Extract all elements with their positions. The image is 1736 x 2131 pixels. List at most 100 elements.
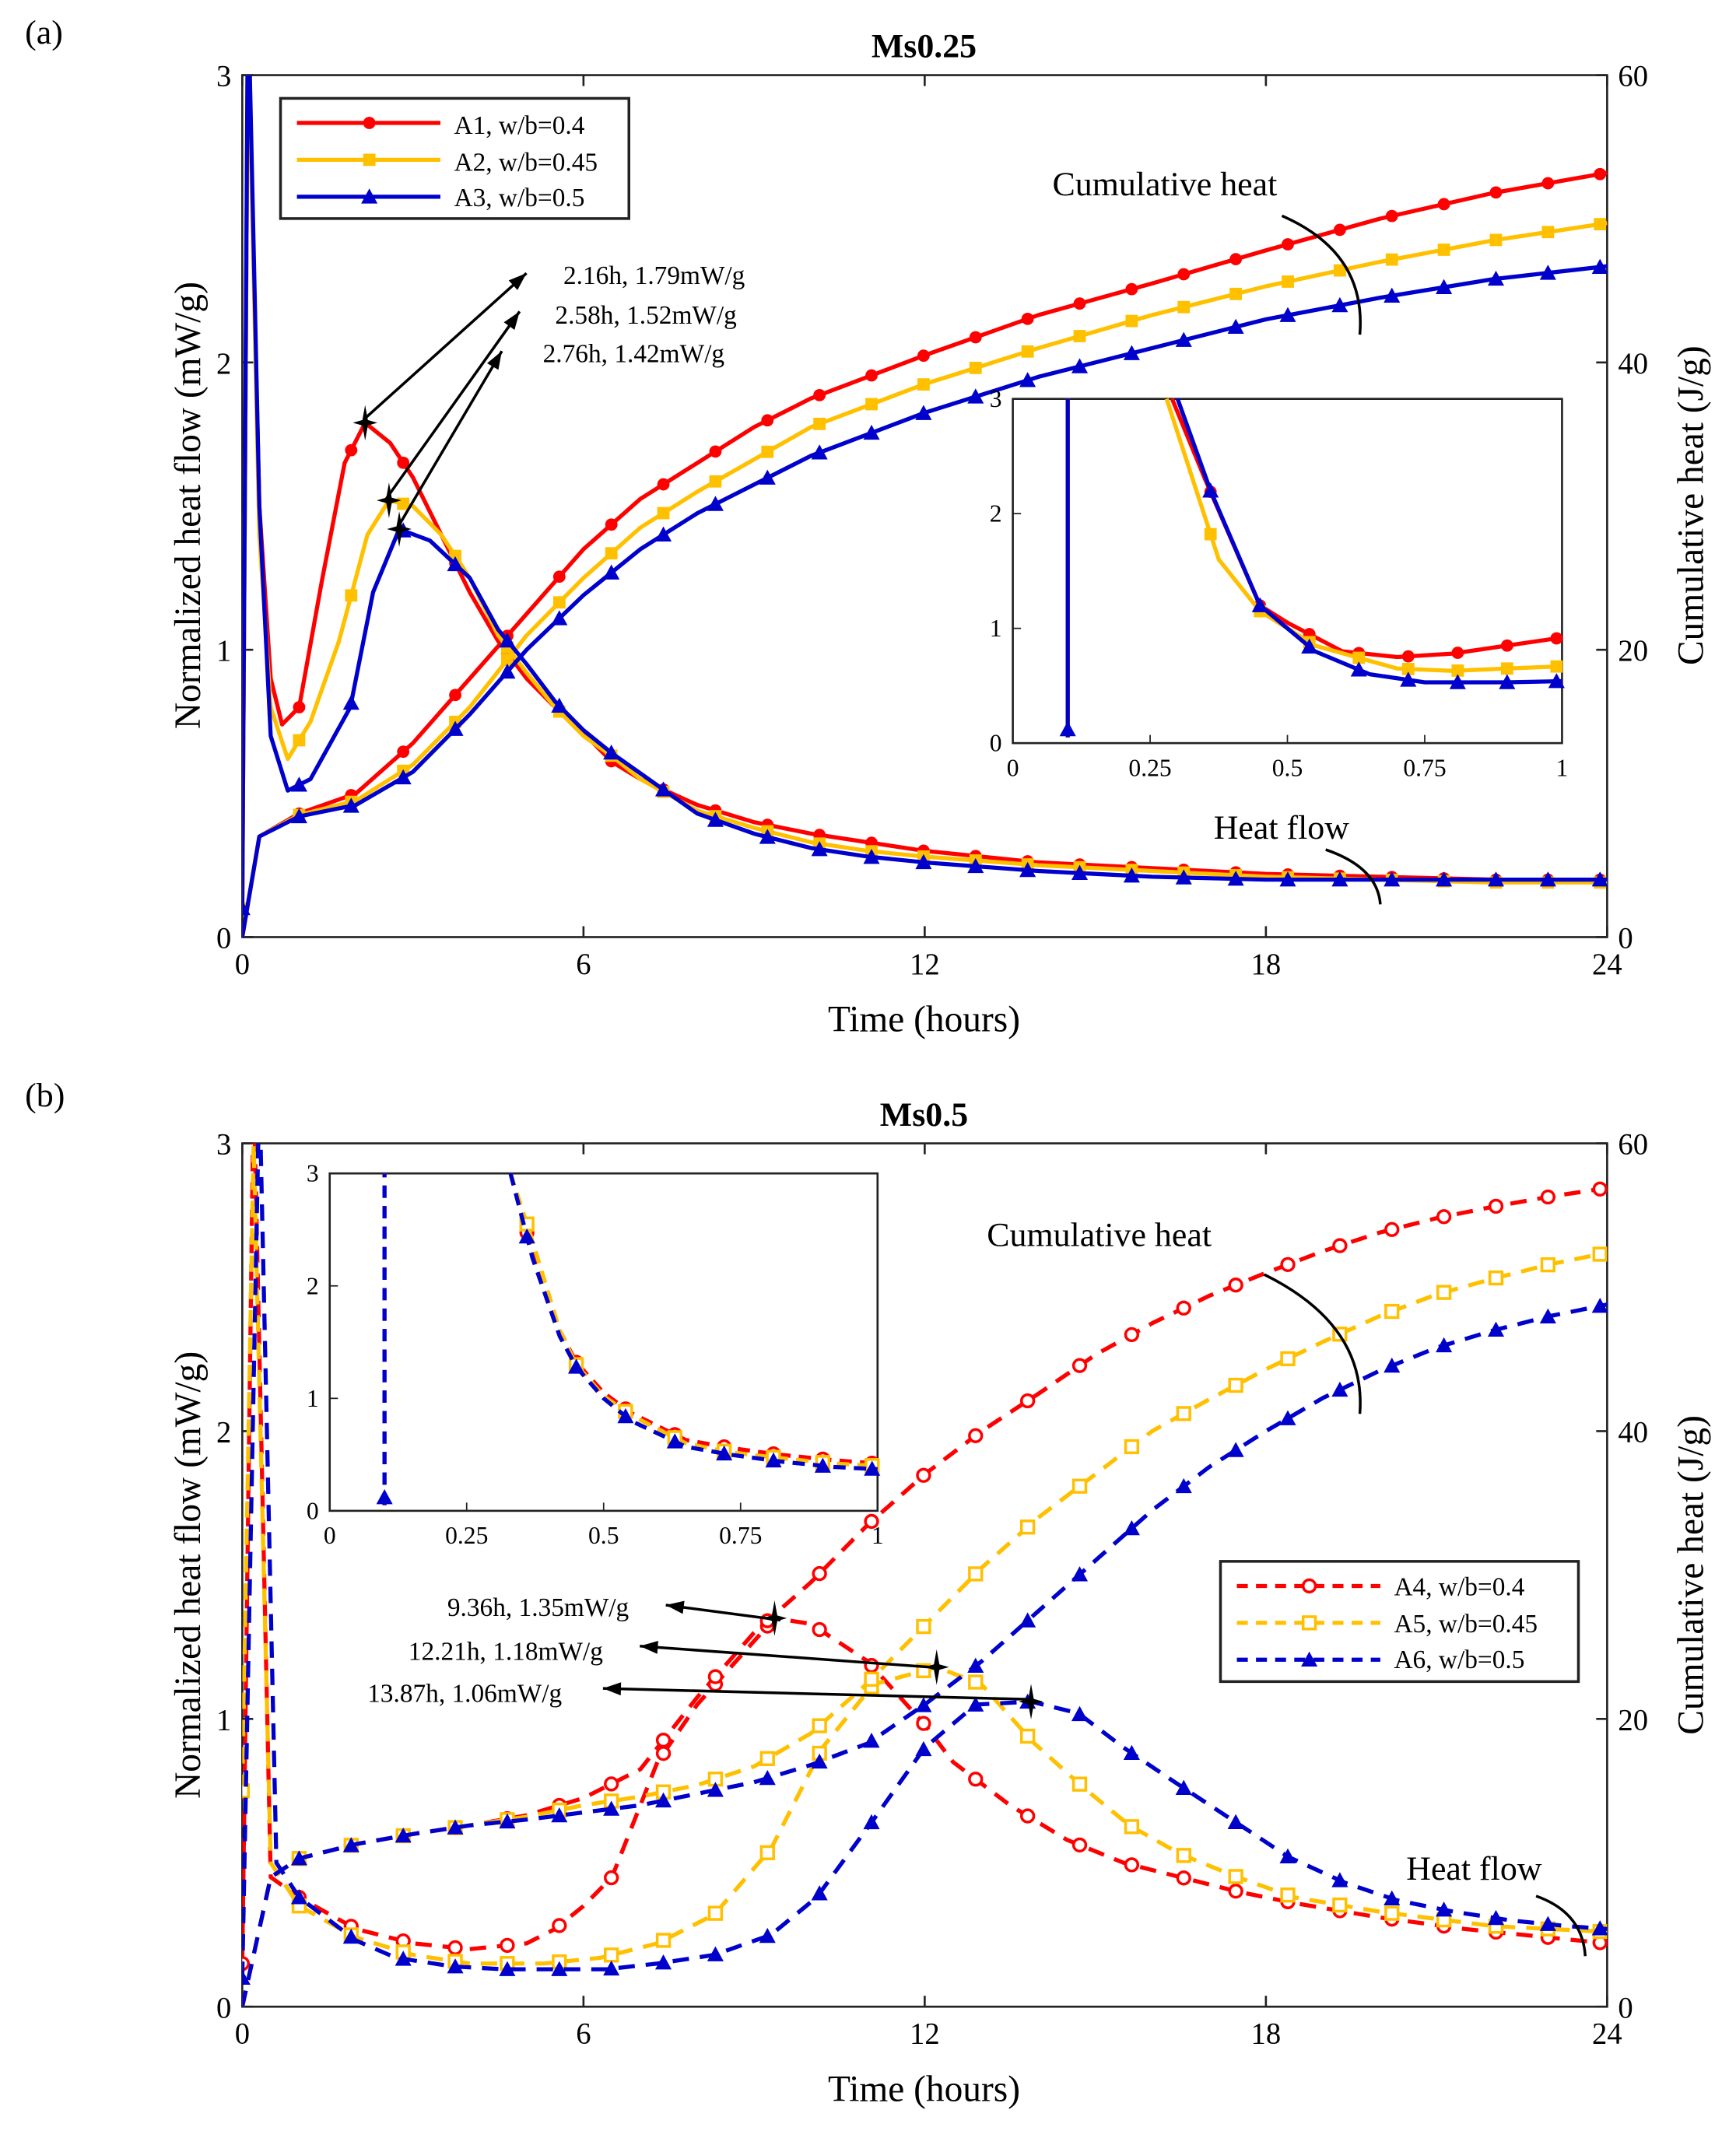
panel-a-peak-label-2: 2.58h, 1.52mW/g [555, 301, 737, 330]
panel-a-series-a1-cumulative-marker [865, 369, 878, 382]
panel-b-series-a4-cumulative-marker [812, 1565, 827, 1582]
panel-a-series-a3-cumulative-marker [811, 444, 828, 460]
panel-a-xtick-label: 24 [1592, 948, 1622, 981]
panel-a-xtick-label: 0 [235, 948, 250, 981]
panel-b-series-a6-heat-flow-marker [1591, 1920, 1608, 1936]
panel-a-series-a3-cumulative-marker [1331, 296, 1348, 313]
panel-b-series-a4-cumulative-marker [916, 1467, 931, 1483]
panel-a-inset-xtick-label: 0.5 [1272, 754, 1303, 781]
panel-b-series-a6-cumulative-marker [1436, 1337, 1453, 1353]
panel-a-series-a3-cumulative-marker [1487, 270, 1505, 286]
panel-b-series-a4-heat-flow-marker [968, 1772, 984, 1787]
panel-a-series-a2-cumulative-marker [917, 378, 930, 391]
panel-b-y2tick-label: 40 [1618, 1417, 1648, 1449]
panel-b-peak-star-3 [1019, 1684, 1043, 1719]
panel-a-series-a3-cumulative-marker [759, 469, 776, 485]
panel-a-series-a2-cumulative-marker [657, 506, 670, 520]
panel-a-series-a1-cumulative-marker [1541, 177, 1555, 190]
panel-b-series-a6-heat-flow-marker [395, 1950, 412, 1966]
panel-a-series-a3-heat-flow-marker [1331, 871, 1348, 887]
panel-a-series-a2-cumulative-marker [1385, 253, 1398, 266]
panel-a-peak-label-3: 2.76h, 1.42mW/g [543, 339, 725, 368]
panel-a-series-a2-cumulative-marker [1229, 287, 1243, 300]
panel-a-heatflow-label: Heat flow [1214, 809, 1350, 846]
panel-b-series-a5-cumulative-marker [1176, 1406, 1191, 1421]
panel-a-series-a1-cumulative-marker [552, 570, 566, 584]
panel-a-series-a1-cumulative-marker [1229, 253, 1243, 265]
panel-b-series-a6-cumulative-marker [342, 1837, 359, 1852]
panel-a-inset-ytick-label: 1 [990, 615, 1002, 642]
panel-b-inset-spike-marker [376, 1488, 393, 1505]
panel-a-series-a1-cumulative-marker [657, 478, 670, 491]
panel-b-series-a6-cumulative-marker [1384, 1357, 1401, 1373]
panel-a-series-a1-cumulative-marker [969, 331, 982, 344]
panel-b-series-a6-heat-flow-marker [1539, 1915, 1556, 1931]
panel-b-ytick-label: 2 [216, 1417, 231, 1449]
panel-b-series-a4-cumulative-marker [1384, 1221, 1400, 1237]
panel-b-series-a4-cumulative-marker [1124, 1327, 1140, 1343]
panel-b-series-a5-cumulative-marker [1124, 1439, 1140, 1455]
panel-b-series-a5-legend-marker [1301, 1615, 1317, 1631]
panel-b-series-a4-heat-flow-marker [812, 1621, 827, 1638]
panel-b-series-a5-cumulative-marker [916, 1618, 931, 1635]
panel-b-series-a6-cumulative-marker [759, 1769, 776, 1786]
panel-b-series-a5-cumulative-marker [1071, 1478, 1088, 1494]
panel-a-y2tick-label: 40 [1618, 348, 1648, 380]
panel-a-series-a3-cumulative-marker [1019, 372, 1036, 387]
panel-b-inset-series-a6-marker [814, 1457, 831, 1473]
panel-a-ylabel: Normalized heat flow (mW/g) [168, 282, 209, 729]
legend-a1-label: A1, w/b=0.4 [454, 111, 585, 140]
panel-b-series-a6-heat-flow-marker [915, 1740, 932, 1757]
panel-a-series-a3-cumulative-marker [1539, 265, 1556, 280]
panel-b-series-a6-heat-flow-marker [551, 1961, 568, 1976]
panel-b-ytick-label: 3 [216, 1129, 231, 1162]
panel-a-inset-series-a3-marker [1350, 661, 1367, 677]
panel-a-y2label: Cumulative heat (J/g) [1671, 345, 1711, 665]
panel-b-peak-arrow-1-head [665, 1600, 685, 1614]
panel-b-series-a6-heat-flow-marker [655, 1954, 672, 1970]
panel-b-ytick-label: 0 [216, 1992, 231, 2024]
panel-b-series-a4-cumulative-marker [604, 1776, 619, 1792]
panel-a-inset-series-a2-marker [1352, 651, 1366, 664]
panel-a-inset-series-a3-marker [1251, 597, 1268, 612]
panel-b-series-a4-cumulative-marker [1280, 1257, 1296, 1273]
panel-a-inset-series-a3-marker [1202, 482, 1219, 498]
panel-a-series-a3-heat-flow-marker [1539, 871, 1556, 887]
panel-b-series-a5-cumulative-marker [968, 1566, 984, 1582]
panel-a-series-a3-heat-flow-marker [811, 841, 828, 857]
panel-b-peak-arrow-3-head [602, 1682, 622, 1696]
panel-a-inset-xtick-label: 0.75 [1403, 754, 1446, 781]
panel-b-peak-arrow-3 [602, 1687, 1028, 1701]
panel-b-peak-arrow-1 [665, 1604, 781, 1622]
panel-b-series-a6-cumulative-marker [1123, 1519, 1140, 1536]
panel-b-xtick-label: 12 [910, 2018, 940, 2051]
panel-b-series-a6-cumulative-marker [603, 1800, 620, 1816]
panel-b-inset-xtick-label: 0 [324, 1522, 336, 1549]
panel-b-series-a6-heat-flow-marker [1071, 1705, 1089, 1722]
panel-b-series-a5-heat-flow-marker [604, 1947, 619, 1963]
panel-a-series-a3-cumulative-marker [603, 564, 620, 580]
panel-a-series-a1-cumulative-marker [1073, 297, 1086, 310]
panel-a-series-a1-heat-flow-marker [345, 443, 358, 457]
panel-a-series-a3-heat-flow-marker [603, 744, 620, 760]
panel-a-series-a1-cumulative-marker [813, 388, 826, 401]
panel-a-series-a1-cumulative-marker [1437, 198, 1450, 211]
panel-a-series-a1-cumulative-marker [1594, 167, 1607, 181]
panel-b-series-a4-heat-flow-marker [604, 1870, 619, 1886]
panel-a-series-a2-heat-flow-marker [293, 734, 306, 747]
panel-a-series-a3-cumulative-marker [1591, 258, 1608, 274]
panel-b-inset-series-a6-marker [666, 1433, 683, 1449]
panel-b-peak-label-2: 12.21h, 1.18mW/g [409, 1637, 603, 1666]
panel-b-inset-series-a6-line [508, 1172, 878, 1472]
panel-b-inset-xtick-label: 0.75 [719, 1522, 762, 1549]
panel-b-series-a5-heat-flow-marker [759, 1845, 775, 1860]
panel-b-series-a6-heat-flow-marker [759, 1927, 776, 1943]
panel-a-series-a3-cumulative-marker [551, 610, 568, 626]
panel-b-series-a6-heat-flow-marker [342, 1928, 359, 1944]
panel-a-series-a3-cumulative-marker [1227, 318, 1244, 335]
panel-b-series-a4-heat-flow-marker [864, 1657, 879, 1674]
panel-b-series-a5-cumulative-marker [1280, 1351, 1296, 1367]
panel-b-series-a6-cumulative-marker [395, 1827, 412, 1843]
panel-a-series-a3-heat-flow-marker [707, 811, 724, 827]
panel-b-series-a6-cumulative-marker [707, 1782, 724, 1797]
